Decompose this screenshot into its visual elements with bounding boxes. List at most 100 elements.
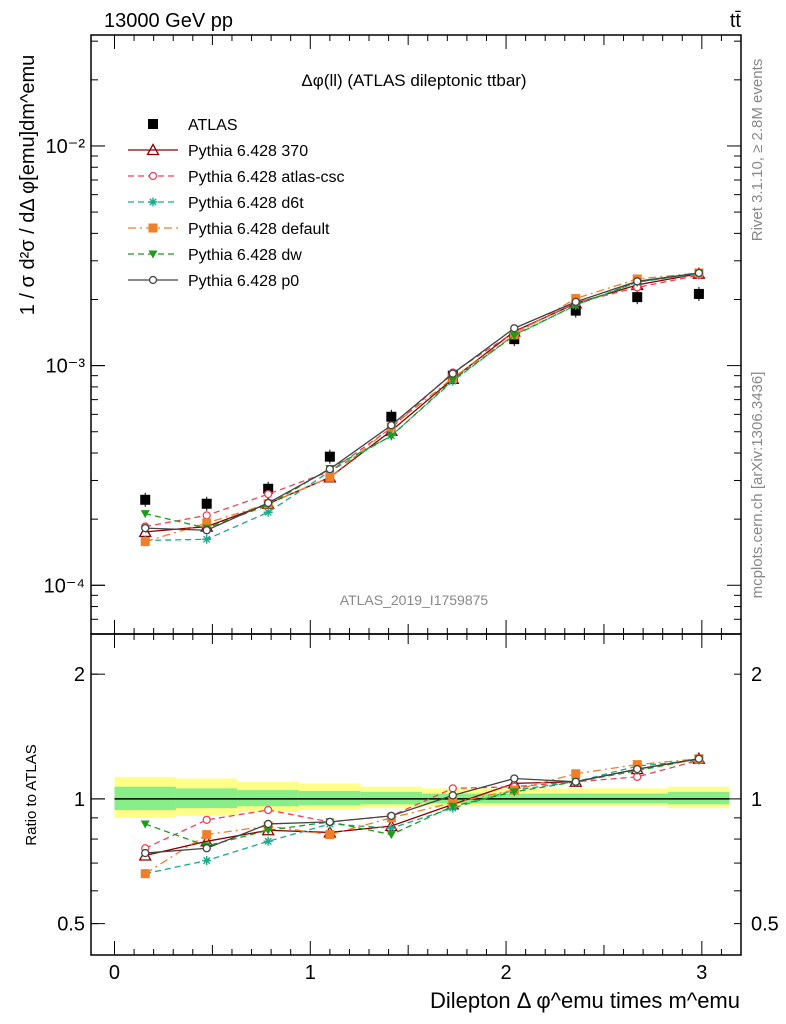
y-tick-label: 10⁻² [46, 136, 86, 158]
y-tick-label-right: 2 [751, 664, 762, 686]
main-series-line [145, 273, 700, 533]
main-series-line [145, 272, 700, 529]
legend-entry: ATLAS [148, 117, 238, 134]
main-series-line [145, 274, 700, 528]
main-data-point [324, 451, 335, 462]
main-series-3 [140, 269, 704, 545]
main-data-point [387, 421, 396, 430]
legend-entry: Pythia 6.428 default [128, 221, 330, 238]
legend: ATLAS Pythia 6.428 370 Pythia 6.428 atlas-… [128, 117, 345, 290]
main-series-6 [141, 268, 704, 535]
legend-label: Pythia 6.428 atlas-csc [188, 169, 345, 186]
ratio-data-point [448, 784, 457, 793]
ratio-plot-panel: 0.5 0.5 1 1 2 2 0 1 2 3 [57, 633, 779, 984]
ratio-data-point [632, 760, 642, 770]
ratio-data-point [448, 798, 458, 808]
main-data-point [264, 498, 273, 508]
ratio-data-point [509, 788, 519, 797]
ratio-data-point [387, 811, 396, 821]
ratio-plot-frame [90, 633, 742, 956]
main-data-point [202, 518, 212, 528]
main-data-point [140, 494, 151, 505]
x-tick-label: 1 [305, 962, 316, 984]
main-data-point [633, 277, 642, 286]
main-data-point [202, 511, 211, 520]
ratio-data-point [263, 836, 273, 846]
ratio-series-line [144, 758, 699, 875]
main-series-1 [138, 266, 706, 538]
ratio-series-line [144, 759, 700, 849]
legend-entry: Pythia 6.428 p0 [128, 273, 299, 290]
y-tick-label: 10⁻³ [46, 356, 86, 378]
legend-label: Pythia 6.428 370 [188, 143, 308, 160]
legend-label: ATLAS [188, 117, 238, 134]
main-data-point [448, 369, 457, 378]
ratio-data-point [202, 830, 212, 840]
x-tick-label: 3 [696, 962, 707, 984]
main-series-line [145, 272, 699, 531]
main-data-point [570, 305, 581, 316]
ratio-data-point [448, 802, 458, 811]
main-data-point [140, 537, 150, 547]
uncertainty-band-inner [667, 791, 730, 805]
analysis-watermark: ATLAS_2019_I1759875 [340, 592, 489, 608]
legend-entry: Pythia 6.428 atlas-csc [128, 169, 345, 186]
ratio-data-point [141, 848, 150, 858]
x-tick-label: 2 [500, 962, 511, 984]
ratio-data-point [571, 769, 581, 779]
main-data-point [264, 489, 273, 499]
y-tick-label: 10⁻⁴ [44, 575, 85, 597]
legend-label: Pythia 6.428 default [188, 221, 330, 238]
main-data-point [386, 432, 396, 441]
main-series-line [145, 272, 699, 543]
main-data-point [325, 464, 335, 474]
main-data-point [263, 507, 273, 517]
ratio-data-point [202, 856, 212, 866]
legend-label: Pythia 6.428 p0 [188, 273, 299, 290]
legend-marker [146, 143, 160, 156]
legend-marker [148, 119, 158, 129]
main-data-point [140, 510, 150, 519]
y-tick-label: 2 [74, 664, 85, 686]
legend-marker [148, 223, 158, 233]
main-data-point [202, 526, 211, 535]
ratio-data-point [264, 805, 273, 815]
ratio-series-line [145, 758, 700, 854]
ratio-data-point [202, 844, 211, 853]
legend-marker [148, 250, 158, 259]
main-data-point [325, 472, 335, 482]
process-label: tt̄ [730, 10, 742, 32]
legend-marker [148, 171, 158, 181]
mcplots-label: mcplots.cern.ch [arXiv:1306.3436] [749, 372, 766, 599]
uncertainty-band-inner [298, 790, 361, 806]
x-tick-label: 0 [109, 962, 120, 984]
main-data-point [632, 292, 643, 303]
ratio-data-point [263, 826, 273, 835]
uncertainty-band-inner [360, 791, 423, 805]
ratio-data-point [325, 830, 335, 840]
ratio-data-point [448, 791, 457, 800]
main-data-point [386, 411, 397, 422]
main-data-point [510, 324, 519, 333]
legend-entry: Pythia 6.428 370 [128, 143, 308, 160]
main-data-point [509, 332, 519, 341]
main-data-point [448, 376, 458, 385]
y-tick-label-right: 1 [751, 789, 762, 811]
legend-entry: Pythia 6.428 d6t [128, 195, 304, 212]
ratio-data-point [510, 774, 519, 783]
ratio-data-point [325, 817, 335, 827]
ratio-data-point [386, 831, 396, 840]
main-data-point [202, 534, 212, 544]
main-data-point [571, 297, 580, 307]
ratio-y-axis-label: Ratio to ATLAS [23, 744, 40, 845]
ratio-data-point [264, 819, 273, 829]
main-series-5 [140, 269, 704, 533]
rivet-version-label: Rivet 3.1.10, ≥ 2.8M events [749, 59, 766, 242]
legend-label: Pythia 6.428 dw [188, 247, 302, 264]
main-series-2 [141, 271, 704, 531]
ratio-data-point [140, 820, 150, 829]
legend-entry: Pythia 6.428 dw [128, 247, 302, 264]
main-data-point [693, 288, 704, 299]
legend-label: Pythia 6.428 d6t [188, 195, 304, 212]
